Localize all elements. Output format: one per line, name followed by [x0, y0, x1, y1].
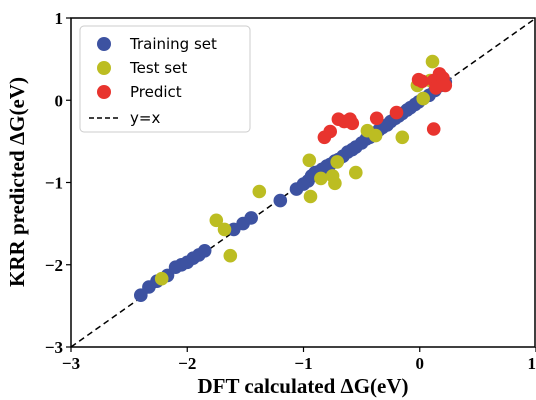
legend-marker-predict	[97, 85, 111, 99]
point-test-set	[252, 184, 267, 199]
legend-marker-test-set	[97, 61, 111, 75]
point-predict	[369, 111, 384, 126]
y-tick-label: −1	[45, 174, 63, 193]
y-tick-label: 1	[55, 9, 64, 28]
point-predict	[389, 105, 404, 120]
point-training-set	[244, 211, 258, 225]
point-test-set	[425, 54, 440, 69]
legend-label-test-set: Test set	[129, 59, 187, 77]
point-test-set	[416, 91, 431, 106]
axes-layer	[66, 17, 536, 352]
point-predict	[415, 74, 429, 89]
y-tick-label: −3	[45, 338, 63, 357]
point-test-set	[217, 222, 232, 237]
x-tick-label: −3	[62, 354, 80, 373]
y-axis-label: KRR predicted ΔG(eV)	[5, 77, 29, 287]
point-test-set	[330, 155, 345, 169]
point-test-set	[349, 165, 363, 180]
point-test-set	[395, 130, 410, 145]
point-test-set	[223, 248, 238, 263]
point-predict	[323, 124, 338, 139]
data-points-layer	[134, 54, 453, 303]
y-tick-label: 0	[55, 91, 64, 110]
x-tick-label: −1	[294, 354, 312, 373]
point-test-set	[314, 171, 328, 186]
legend-marker-training-set	[97, 37, 111, 51]
x-tick-label: 0	[416, 354, 425, 373]
x-tick-label: 1	[528, 354, 536, 373]
point-test-set	[368, 128, 383, 143]
legend: Training set Test set Predict y=x	[79, 25, 251, 133]
legend-label-training-set: Training set	[129, 35, 217, 53]
point-training-set	[197, 244, 212, 258]
y-tick-label: −2	[45, 256, 63, 275]
point-predict	[438, 78, 453, 93]
point-test-set	[154, 271, 169, 286]
tick-labels-layer: −3 −2 −1 0 1 −3 −2 −1 0 1	[45, 9, 536, 373]
point-test-set	[303, 189, 318, 204]
point-test-set	[328, 176, 342, 191]
point-predict	[345, 116, 360, 131]
point-training-set	[273, 193, 288, 208]
legend-label-predict: Predict	[130, 83, 182, 101]
point-predict	[426, 122, 441, 136]
legend-label-y-equals-x: y=x	[130, 109, 160, 127]
x-tick-label: −2	[178, 354, 196, 373]
legend-frame	[79, 25, 251, 133]
x-axis-label: DFT calculated ΔG(eV)	[197, 374, 408, 398]
point-test-set	[302, 153, 317, 168]
point-test-set	[209, 213, 224, 228]
